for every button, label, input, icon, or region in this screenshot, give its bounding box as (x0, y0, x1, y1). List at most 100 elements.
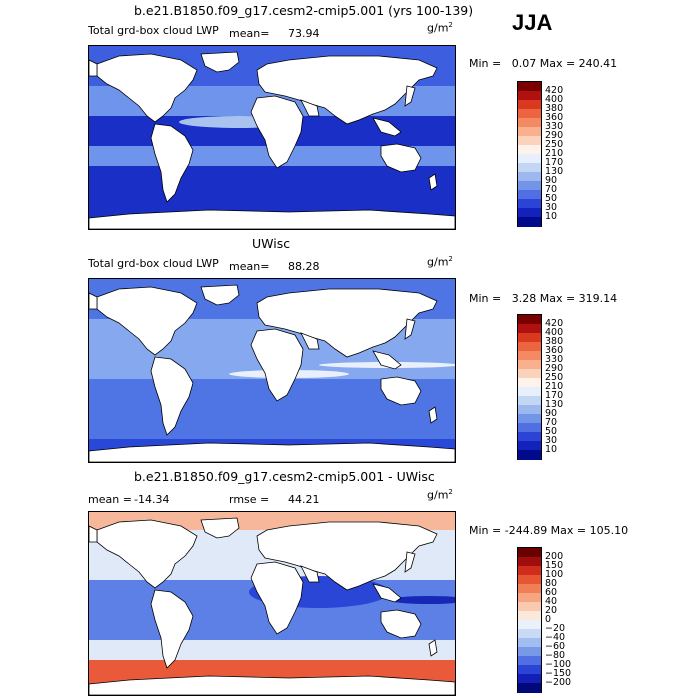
colorbar-tick-label: 170 (545, 157, 564, 168)
colorbar-tick-label: 290 (545, 130, 564, 141)
colorbar-cell (518, 602, 541, 612)
colorbar-tick-label: 400 (545, 327, 564, 338)
colorbar-cell (518, 136, 541, 146)
colorbar-cell (518, 423, 541, 433)
colorbar-cell (518, 217, 541, 227)
colorbar-cell (518, 378, 541, 388)
mean-label: mean= (229, 27, 270, 40)
colorbar-tick-label: 70 (545, 184, 558, 195)
continent-outline (300, 332, 320, 350)
colorbar-tick-label: 250 (545, 372, 564, 383)
colorbar-tick-label: 30 (545, 435, 558, 446)
map-panel-obs (88, 278, 456, 463)
colorbar-tick-label: 360 (545, 112, 564, 123)
units-text: g/m (427, 255, 449, 269)
colorbar-tick-label: 380 (545, 103, 564, 114)
colorbar-tick-label: 40 (545, 596, 558, 607)
panel-title: b.e21.B1850.f09_g17.cesm2-cmip5.001 (yrs… (134, 3, 474, 18)
map-panel-model (88, 45, 456, 230)
colorbar-cell (518, 333, 541, 343)
continent-outline (380, 143, 422, 173)
colorbar-cell (518, 351, 541, 361)
colorbar-cell (518, 118, 541, 128)
colorbar-cell (518, 441, 541, 451)
colorbar-cell (518, 405, 541, 415)
colorbar-tick-label: −150 (545, 668, 572, 679)
continent-outline (404, 318, 416, 340)
colorbar-cell (518, 145, 541, 155)
colorbar-tick-label: 290 (545, 363, 564, 374)
colorbar-cell (518, 91, 541, 101)
rmse-label: rmse = (229, 493, 270, 506)
continent-outline (256, 55, 438, 125)
colorbar-cell (518, 593, 541, 603)
colorbar-cell (518, 611, 541, 621)
colorbar-tick-label: 420 (545, 85, 564, 96)
colorbar-tick-label: 90 (545, 175, 558, 186)
colorbar-cell (518, 414, 541, 424)
continent-outline (89, 209, 455, 229)
units-exponent: 2 (448, 488, 453, 496)
continent-outline (372, 350, 402, 370)
colorbar-cell (518, 629, 541, 639)
mean-value: 88.28 (288, 260, 320, 273)
colorbar-tick-label: −20 (545, 623, 566, 634)
colorbar-tick-label: 210 (545, 148, 564, 159)
mean-value: -14.34 (134, 493, 170, 506)
units-label: g/m2 (427, 21, 453, 35)
colorbar-cell (518, 154, 541, 164)
units-exponent: 2 (448, 255, 453, 263)
continent-outline (256, 521, 438, 591)
colorbar-tick-label: 20 (545, 605, 558, 616)
colorbar-cell (518, 396, 541, 406)
continent-outline (89, 442, 455, 462)
colorbar-cell (518, 360, 541, 370)
minmax-text: Min = -244.89 Max = 105.10 (469, 524, 629, 537)
mean-value: 73.94 (288, 27, 320, 40)
continent-outline (96, 53, 198, 123)
colorbar-tick-label: 130 (545, 166, 564, 177)
colorbar-cell (518, 181, 541, 191)
continent-outline (404, 85, 416, 107)
continent-outline (150, 356, 194, 436)
continent-outline (96, 519, 198, 589)
continent-outline (250, 95, 304, 169)
colorbar-tick-label: 420 (545, 318, 564, 329)
field-name: Total grd-box cloud LWP (88, 257, 219, 270)
colorbar-cell (518, 172, 541, 182)
continent-outline (89, 525, 98, 543)
season-label: JJA (512, 10, 553, 35)
colorbar: 200 150 100 80 60 40 20 0 −20 −40 −60 −80 −100 −150 −2… (517, 547, 571, 693)
colorbar-tick-label: −60 (545, 641, 566, 652)
colorbar-tick-label: 100 (545, 569, 564, 580)
colorbar-tick-label: 60 (545, 587, 558, 598)
colorbar-tick-label: 360 (545, 345, 564, 356)
continent-outline (89, 292, 98, 310)
continent-outline (300, 99, 320, 117)
colorbar-cell (518, 450, 541, 460)
continent-outline (428, 173, 438, 191)
colorbar: 420 400 380 360 330 290 250 210 170 130 90 70 50 30 10 (517, 314, 563, 460)
rmse-value: 44.21 (288, 493, 320, 506)
colorbar-cell (518, 665, 541, 675)
colorbar-tick-label: 170 (545, 390, 564, 401)
colorbar-cell (518, 566, 541, 576)
colorbar-cell (518, 190, 541, 200)
colorbar-tick-label: 330 (545, 121, 564, 132)
continent-outline (250, 561, 304, 635)
colorbar-cell (518, 109, 541, 119)
continent-outline (150, 589, 194, 669)
colorbar-cell (518, 208, 541, 218)
colorbar-tick-label: 10 (545, 211, 558, 222)
colorbar-cell (518, 82, 541, 92)
minmax-text: Min = 0.07 Max = 240.41 (469, 57, 618, 70)
colorbar-tick-label: 250 (545, 139, 564, 150)
colorbar-tick-label: 80 (545, 578, 558, 589)
colorbar-tick-label: 200 (545, 551, 564, 562)
colorbar-tick-label: 380 (545, 336, 564, 347)
map-field-feature (389, 596, 455, 604)
colorbar-tick-label: 400 (545, 94, 564, 105)
map-panel-diff (88, 511, 456, 696)
colorbar-cell (518, 656, 541, 666)
continent-outline (89, 675, 455, 695)
